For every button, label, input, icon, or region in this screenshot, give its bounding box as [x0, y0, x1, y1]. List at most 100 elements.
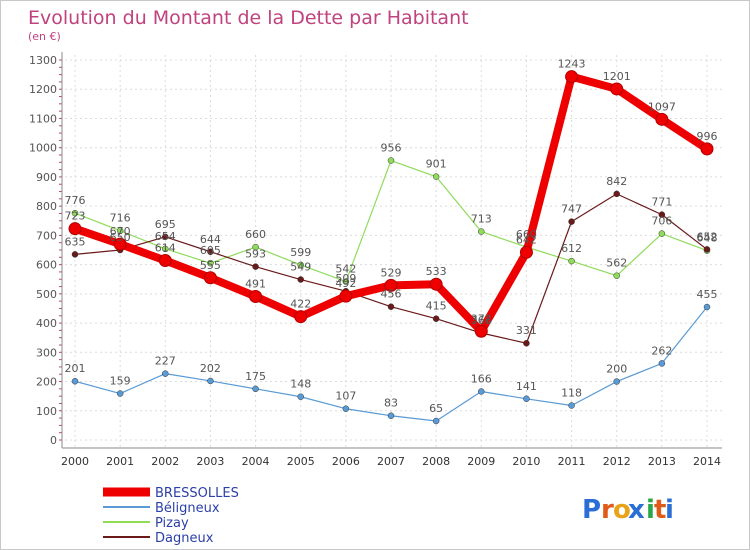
data-label: 166	[471, 372, 492, 385]
data-label: 148	[290, 378, 311, 391]
data-label: 644	[200, 233, 221, 246]
data-label: 83	[384, 397, 398, 410]
plot-area: 0 100 200 300 400 500 600 700 800 900 1000 1100 1200…	[29, 52, 722, 468]
data-label: 1097	[648, 100, 676, 113]
data-point	[162, 370, 169, 377]
data-label: 660	[245, 228, 266, 241]
data-point	[162, 233, 169, 241]
x-tick-label: 2003	[196, 455, 224, 468]
data-point	[297, 393, 304, 400]
data-label: 723	[65, 210, 86, 223]
data-label: 996	[697, 130, 718, 143]
logo-letter: x	[628, 495, 645, 525]
y-tick-label: 300	[36, 346, 57, 359]
data-label: 555	[200, 259, 221, 272]
data-label: 529	[381, 266, 402, 279]
data-point	[519, 245, 533, 259]
legend-label: Pizay	[155, 516, 189, 531]
data-label: 262	[651, 344, 672, 357]
data-label: 509	[335, 272, 356, 285]
data-label: 372	[471, 312, 492, 325]
x-tick-label: 2007	[377, 455, 405, 468]
x-tick-label: 2002	[151, 455, 179, 468]
data-label: 1201	[603, 70, 631, 83]
data-point	[474, 324, 488, 338]
y-axis-unit-label: (en €)	[28, 30, 61, 43]
data-point	[342, 405, 350, 412]
data-point	[703, 246, 711, 253]
x-tick-label: 2005	[287, 455, 315, 468]
x-tick-label: 2006	[332, 455, 360, 468]
data-point	[207, 377, 214, 385]
data-label: 660	[516, 228, 537, 241]
data-label: 842	[606, 175, 627, 188]
x-tick-label: 2013	[648, 455, 676, 468]
data-label: 492	[335, 277, 356, 290]
logo-letter: r	[601, 495, 614, 525]
data-label: 747	[561, 203, 582, 216]
data-point	[342, 278, 350, 285]
data-point	[655, 112, 669, 126]
data-point	[565, 70, 579, 84]
data-label: 771	[651, 196, 672, 209]
legend-label: BRESSOLLES	[155, 486, 239, 501]
y-tick-label: 1300	[29, 54, 57, 67]
data-label: 415	[426, 300, 447, 313]
x-tick-label: 2000	[61, 455, 89, 468]
data-point	[68, 222, 82, 236]
data-label: 599	[290, 246, 311, 259]
data-point	[249, 289, 263, 303]
data-point	[252, 263, 259, 270]
y-tick-label: 800	[36, 200, 57, 213]
data-label: 716	[110, 212, 131, 225]
data-point	[478, 228, 485, 235]
data-label: 227	[155, 355, 176, 368]
data-label: 652	[697, 230, 718, 243]
logo-letter: t	[654, 495, 666, 525]
x-tick-label: 2008	[422, 455, 450, 468]
x-tick-label: 2010	[512, 455, 540, 468]
data-point	[658, 211, 666, 218]
data-label: 706	[651, 215, 672, 228]
y-tick-label: 600	[36, 259, 57, 272]
data-point	[613, 272, 620, 279]
data-label: 107	[335, 390, 356, 403]
data-label: 650	[110, 231, 131, 244]
y-tick-label: 400	[36, 317, 57, 330]
data-point	[523, 339, 530, 347]
y-tick-label: 100	[36, 405, 57, 418]
data-label: 901	[426, 158, 447, 171]
y-tick-label: 900	[36, 171, 57, 184]
data-label: 956	[381, 142, 402, 155]
data-label: 175	[245, 370, 266, 383]
data-label: 713	[471, 213, 492, 226]
logo-letter: o	[613, 495, 631, 525]
data-point	[523, 395, 530, 403]
logo-letter: i	[646, 495, 655, 525]
y-tick-label: 500	[36, 288, 57, 301]
data-label: 695	[155, 218, 176, 231]
y-tick-label: 700	[36, 229, 57, 242]
logo-letter: i	[665, 495, 674, 525]
data-label: 670	[110, 225, 131, 238]
data-label: 331	[516, 324, 537, 337]
y-tick-label: 1000	[29, 142, 57, 155]
data-label: 562	[606, 257, 627, 270]
data-point	[700, 142, 714, 156]
data-point	[429, 277, 443, 291]
data-label: 593	[245, 248, 266, 261]
data-label: 533	[426, 265, 447, 278]
data-point	[568, 402, 575, 409]
legend-label: Dagneux	[155, 531, 214, 546]
data-label: 635	[65, 235, 86, 248]
data-point	[71, 209, 79, 217]
data-point	[387, 412, 395, 419]
data-point	[297, 276, 304, 283]
data-point	[252, 385, 259, 393]
x-tick-label: 2011	[558, 455, 586, 468]
data-label: 422	[290, 298, 311, 311]
data-point	[339, 289, 353, 303]
data-label: 491	[245, 277, 266, 290]
